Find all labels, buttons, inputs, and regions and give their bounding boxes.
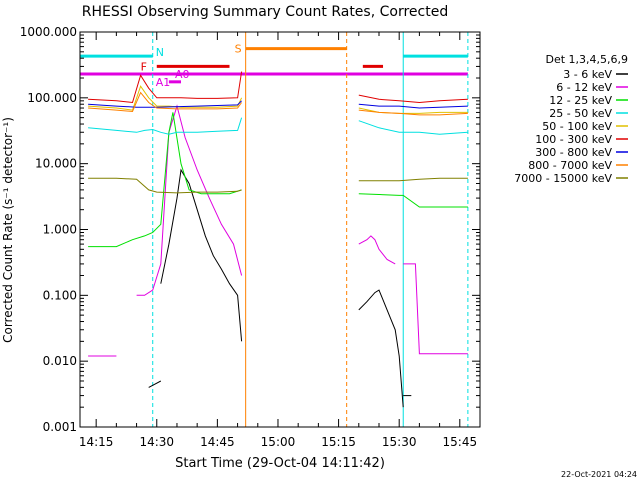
series-3-seg-1 — [358, 120, 468, 135]
x-tick-label: 15:30 — [382, 435, 417, 449]
legend-label: 3 - 6 keV — [563, 68, 612, 81]
y-tick-label: 0.001 — [43, 420, 77, 434]
legend-label: 300 - 800 keV — [535, 146, 612, 159]
series-1-seg-1 — [136, 104, 243, 296]
legend-label: 25 - 50 keV — [549, 107, 612, 120]
x-tick-label: 14:30 — [139, 435, 174, 449]
series-8-seg-0 — [88, 177, 242, 194]
series-1-seg-2 — [358, 235, 396, 265]
footer-date: 22-Oct-2021 04:24 — [561, 470, 637, 479]
annotation-s: S — [235, 43, 242, 56]
series-6-seg-0 — [88, 100, 242, 108]
series-7-seg-1 — [358, 109, 468, 116]
y-tick-label: 10.000 — [35, 157, 77, 171]
legend-label: 50 - 100 keV — [542, 120, 612, 133]
x-tick-label: 14:15 — [79, 435, 114, 449]
legend-label: 100 - 300 keV — [535, 133, 612, 146]
attenuator-bands — [80, 47, 468, 84]
series-1-seg-3 — [403, 263, 468, 355]
series-4-seg-0 — [88, 85, 243, 111]
x-tick-label: 15:45 — [443, 435, 478, 449]
x-axis-label: Start Time (29-Oct-04 14:11:42) — [175, 456, 385, 471]
y-axis-label: Corrected Count Rate (s⁻¹ detector⁻¹) — [1, 117, 15, 343]
series-0-seg-1 — [160, 168, 243, 342]
legend-title: Det 1,3,4,5,6,9 — [545, 53, 628, 66]
series-5-seg-1 — [358, 94, 468, 104]
plot-frame — [79, 31, 481, 428]
legend-label: 7000 - 15000 keV — [514, 172, 612, 185]
y-tick-label: 100.000 — [27, 91, 77, 105]
series-0-seg-2 — [358, 289, 404, 408]
y-tick-label: 0.010 — [43, 354, 77, 368]
legend-label: 12 - 25 keV — [549, 94, 612, 107]
series-0-seg-0 — [148, 380, 162, 388]
series-2-seg-0 — [88, 112, 242, 248]
legend-label: 800 - 7000 keV — [528, 159, 612, 172]
annotation-a0: A0 — [175, 68, 190, 81]
x-tick-label: 14:45 — [200, 435, 235, 449]
x-tick-label: 15:15 — [321, 435, 356, 449]
y-tick-label: 1000.000 — [20, 25, 77, 39]
y-axis: 0.001 0.010 0.100 1.000 10.000 100.000 1000.00… — [20, 25, 480, 434]
event-markers — [79, 32, 469, 427]
y-tick-label: 1.000 — [43, 223, 77, 237]
annotation-a1: A1 — [156, 76, 171, 89]
series-7-seg-0 — [88, 91, 243, 113]
series-5-seg-0 — [88, 71, 243, 104]
y-tick-label: 0.100 — [43, 288, 77, 302]
series-lines — [88, 71, 468, 408]
x-axis: 14:15 14:30 14:45 15:00 15:15 15:30 15:45 — [79, 32, 481, 449]
series-4-seg-1 — [358, 107, 468, 114]
annotations: N S F A0 A1 — [141, 43, 242, 89]
series-3-seg-0 — [88, 117, 243, 135]
series-8-seg-1 — [358, 177, 468, 182]
annotation-n: N — [156, 46, 164, 59]
annotation-f: F — [141, 60, 147, 73]
legend-label: 6 - 12 keV — [556, 81, 612, 94]
series-2-seg-1 — [358, 193, 468, 208]
x-tick-label: 15:00 — [261, 435, 296, 449]
series-6-seg-1 — [358, 103, 468, 109]
chart-title: RHESSI Observing Summary Count Rates, Co… — [82, 4, 448, 20]
